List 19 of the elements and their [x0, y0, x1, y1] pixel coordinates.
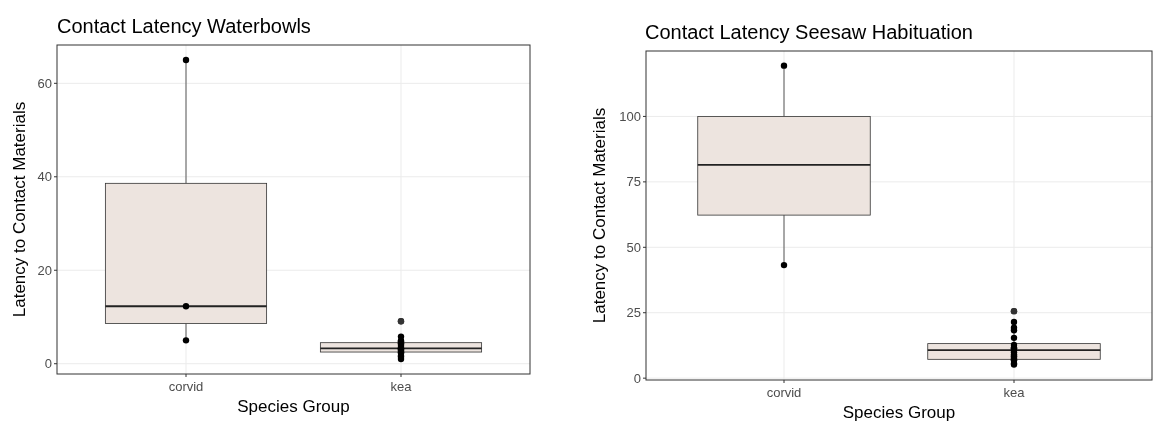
chart-title: Contact Latency Seesaw Habituation [645, 21, 973, 43]
y-tick-label: 100 [619, 108, 641, 124]
x-tick-label: corvid [766, 385, 802, 400]
y-tick-label: 25 [626, 305, 641, 321]
y-axis-title: Latency to Contact Materials [590, 107, 609, 324]
y-tick-label: 0 [633, 370, 641, 386]
y-tick-label: 60 [37, 75, 52, 91]
y-axis-title: Latency to Contact Materials [10, 101, 29, 318]
x-tick-label: kea [390, 379, 413, 394]
x-axis-title: Species Group [842, 403, 956, 422]
y-tick-label: 75 [626, 174, 641, 190]
y-tick-label: 50 [626, 239, 641, 255]
x-tick-label: corvid [168, 379, 204, 394]
x-tick-label: kea [1003, 385, 1026, 400]
y-tick-label: 40 [37, 169, 52, 185]
chart-title: Contact Latency Waterbowls [57, 15, 311, 37]
y-tick-label: 0 [44, 356, 52, 372]
x-axis-title: Species Group [237, 397, 350, 416]
y-tick-label: 20 [37, 262, 52, 278]
